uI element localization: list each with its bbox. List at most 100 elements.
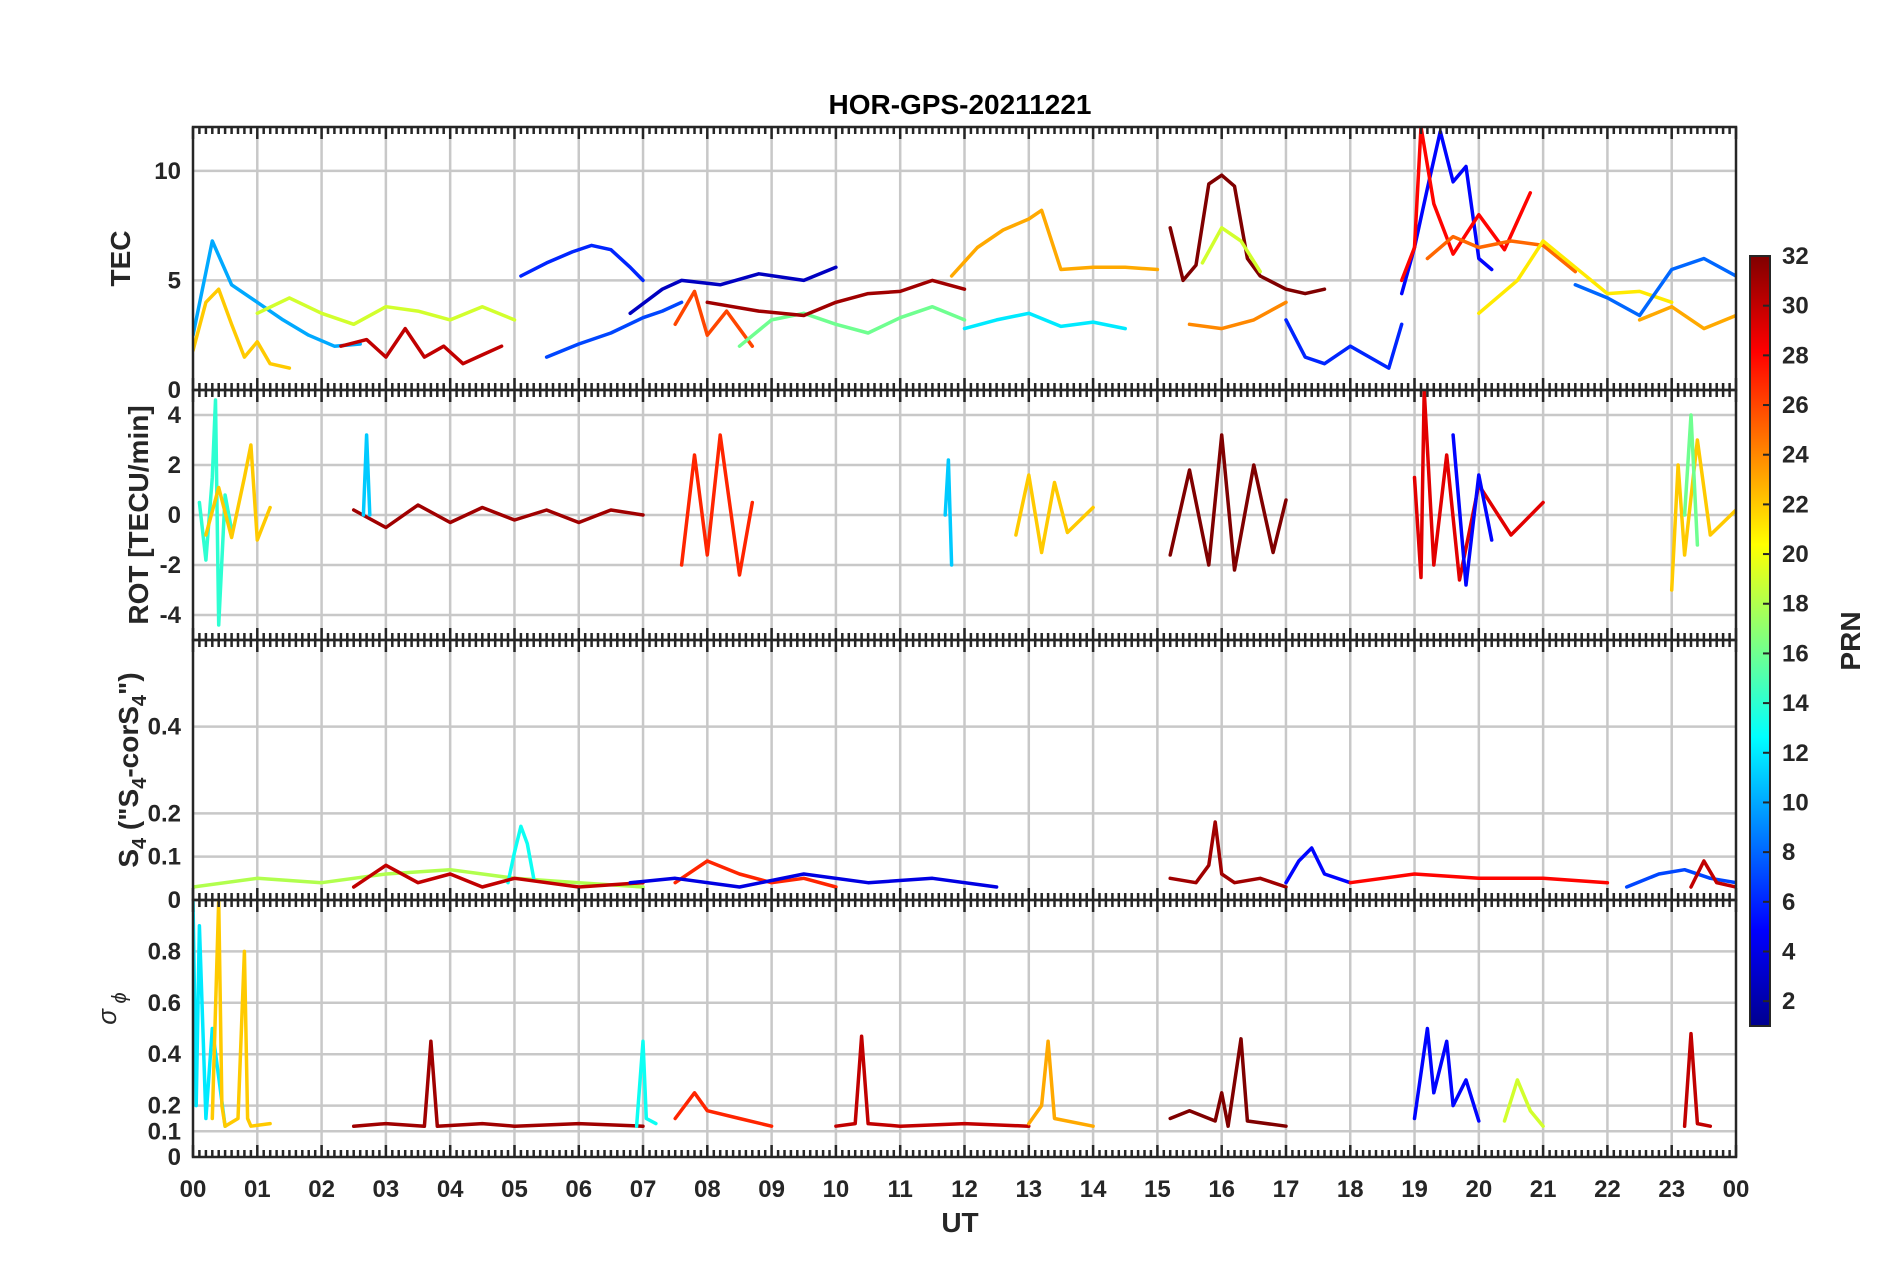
series-line-prn-7 xyxy=(1624,867,1736,889)
colorbar-tick-label: 18 xyxy=(1782,591,1809,618)
series-group xyxy=(193,900,1713,1128)
series-line-prn-31 xyxy=(1168,820,1288,889)
colorbar-tick-label: 16 xyxy=(1782,640,1809,667)
series-line-prn-22 xyxy=(193,287,292,370)
x-axis-title: UT xyxy=(941,1207,978,1238)
series-line-prn-21 xyxy=(1477,239,1674,316)
colorbar-tick-label: 22 xyxy=(1782,491,1809,518)
series-line-prn-22 xyxy=(210,900,272,1128)
series-line-prn-16 xyxy=(1682,413,1700,547)
series-line-prn-13 xyxy=(634,1039,658,1128)
y-tick-label: 0.4 xyxy=(148,714,182,741)
x-minor-ticks xyxy=(191,900,1738,1157)
colorbar-gradient xyxy=(1749,255,1771,1027)
colorbar-tick-label: 12 xyxy=(1782,740,1809,767)
x-tick-label: 12 xyxy=(951,1176,978,1203)
series-line-prn-3 xyxy=(628,265,838,316)
x-tick-label: 06 xyxy=(565,1176,592,1203)
y-axis-title-s4: S4 ("S4-corS4") xyxy=(113,672,151,867)
colorbar-tick-label: 20 xyxy=(1782,541,1809,568)
series-line-prn-25 xyxy=(1425,234,1578,274)
series-line-prn-5 xyxy=(1412,1026,1481,1123)
x-tick-label: 13 xyxy=(1015,1176,1042,1203)
colorbar-tick-label: 6 xyxy=(1782,889,1795,916)
series-group xyxy=(193,127,1736,370)
y-tick-label: 2 xyxy=(168,452,181,479)
series-line-prn-32 xyxy=(1168,173,1327,296)
x-tick-label: 11 xyxy=(888,1176,913,1203)
x-tick-label: 03 xyxy=(373,1176,400,1203)
x-tick-label: 07 xyxy=(630,1176,657,1203)
panel-s4: 0 0.1 0.2 0.4 xyxy=(148,638,1738,914)
y-tick-label: 0.2 xyxy=(148,800,181,827)
series-line-prn-27 xyxy=(679,433,755,577)
series-line-prn-6 xyxy=(519,243,645,283)
y-axis-title-rot: ROT [TECU/min] xyxy=(123,405,154,624)
series-line-prn-23 xyxy=(1027,1039,1095,1128)
x-tick-label: 05 xyxy=(501,1176,528,1203)
series-line-prn-32 xyxy=(1168,433,1288,572)
series-line-prn-12 xyxy=(962,311,1127,331)
series-line-prn-30 xyxy=(339,326,504,366)
series-line-prn-22 xyxy=(1014,473,1095,555)
series-line-prn-16 xyxy=(737,304,967,348)
colorbar-tick-label: 14 xyxy=(1782,690,1809,717)
y-axis-title-sigma-phi: σ ϕ xyxy=(92,992,131,1024)
series-line-prn-5 xyxy=(1451,433,1494,587)
x-tick-label: 01 xyxy=(244,1176,271,1203)
series-line-prn-30 xyxy=(351,863,645,889)
x-tick-label: 22 xyxy=(1594,1176,1621,1203)
series-line-prn-23 xyxy=(1637,304,1736,331)
series-group xyxy=(197,390,1736,627)
series-line-prn-27 xyxy=(673,859,838,889)
y-tick-label: 0.1 xyxy=(148,844,181,871)
x-tick-label: 19 xyxy=(1401,1176,1428,1203)
x-minor-ticks xyxy=(191,127,1738,390)
series-line-prn-31 xyxy=(705,278,967,318)
colorbar-tick-label: 28 xyxy=(1782,342,1809,369)
x-minor-ticks xyxy=(191,640,1738,900)
x-tick-label: 08 xyxy=(694,1176,721,1203)
y-tick-label: 0.6 xyxy=(148,990,181,1017)
colorbar-tick-label: 8 xyxy=(1782,839,1795,866)
x-tick-label: 17 xyxy=(1273,1176,1300,1203)
y-tick-label: 5 xyxy=(168,267,181,294)
series-line-prn-10 xyxy=(193,239,362,348)
y-tick-label: 0 xyxy=(168,887,181,914)
series-line-prn-31 xyxy=(351,503,645,530)
series-line-prn-11 xyxy=(361,433,372,517)
colorbar-tick-label: 10 xyxy=(1782,789,1809,816)
panel-rot: -4 -2 0 2 4 xyxy=(160,388,1738,642)
series-line-prn-6 xyxy=(1284,318,1404,370)
colorbar-tick-label: 32 xyxy=(1782,243,1809,270)
series-line-prn-8 xyxy=(1573,256,1736,318)
y-tick-label: 10 xyxy=(154,158,181,185)
y-tick-label: 0 xyxy=(168,1144,181,1171)
series-line-prn-4 xyxy=(628,872,999,889)
series-line-prn-14 xyxy=(197,398,234,627)
series-line-prn-7 xyxy=(544,300,684,359)
y-tick-label: 0 xyxy=(168,377,181,404)
panel-tec: 0 5 10 xyxy=(154,125,1738,404)
x-tick-label: 16 xyxy=(1208,1176,1235,1203)
x-tick-label: 14 xyxy=(1080,1176,1107,1203)
x-tick-label: 02 xyxy=(308,1176,335,1203)
series-line-prn-22 xyxy=(1669,438,1736,592)
y-tick-label: 0.4 xyxy=(148,1041,182,1068)
x-tick-label: 00 xyxy=(180,1176,207,1203)
series-line-prn-5 xyxy=(1284,846,1353,885)
series-line-prn-30 xyxy=(1689,859,1736,889)
x-tick-label: 10 xyxy=(823,1176,850,1203)
colorbar-tick-label: 30 xyxy=(1782,293,1809,320)
x-tick-label: 04 xyxy=(437,1176,464,1203)
series-line-prn-13 xyxy=(506,824,536,885)
x-tick-label: 23 xyxy=(1658,1176,1685,1203)
y-tick-label: 0 xyxy=(168,502,181,529)
series-line-prn-32 xyxy=(1168,1037,1288,1128)
series-line-prn-31 xyxy=(351,1039,645,1128)
y-tick-label: -4 xyxy=(160,602,182,629)
series-line-prn-19 xyxy=(1502,1078,1545,1128)
panel-sigma_phi: 00.10.2 0.4 0.6 0.8 xyxy=(148,898,1738,1171)
